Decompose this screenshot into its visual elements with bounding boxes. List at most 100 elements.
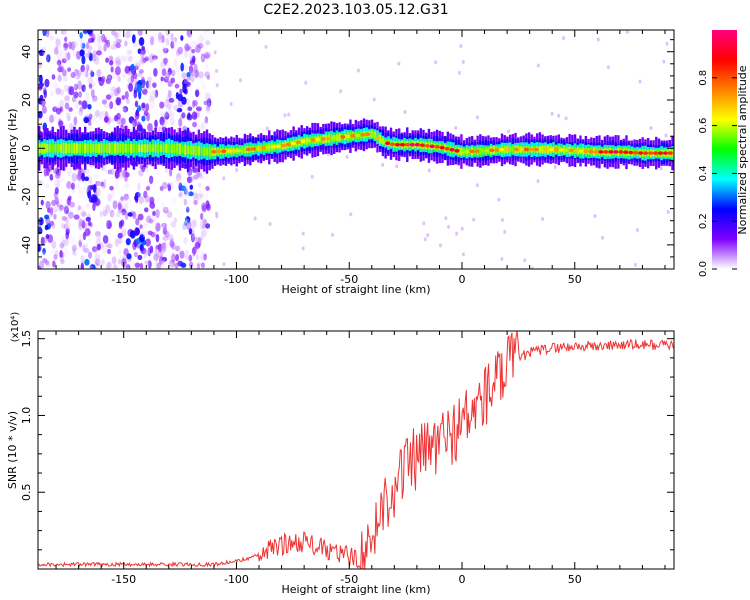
heatmap-cell <box>95 112 102 120</box>
heatmap-cell <box>118 249 122 255</box>
heatmap-cell <box>125 238 131 246</box>
heatmap-cell <box>46 54 51 63</box>
heatmap-cell <box>81 143 84 154</box>
heatmap-cell <box>148 95 155 103</box>
heatmap-cell <box>139 262 144 269</box>
heatmap-cell <box>543 147 549 152</box>
heatmap-cell <box>153 74 157 84</box>
heatmap-cell <box>195 44 201 53</box>
heatmap-cell <box>190 233 196 243</box>
heatmap-cell <box>184 190 190 198</box>
heatmap-cell <box>131 263 135 269</box>
heatmap-cell <box>107 248 111 255</box>
heatmap-cell <box>127 30 134 37</box>
heatmap-cell <box>83 187 90 193</box>
heatmap-cell <box>151 144 155 153</box>
heatmap-cell <box>119 211 124 219</box>
heatmap-cell <box>78 107 84 116</box>
heatmap-cell <box>479 149 485 153</box>
heatmap-cell <box>126 253 132 260</box>
x-tick-label: 0 <box>459 573 466 586</box>
heatmap-cell <box>106 264 112 269</box>
heatmap-cell <box>429 144 435 149</box>
heatmap-cell <box>64 102 70 110</box>
heatmap-cell <box>115 59 122 67</box>
heatmap-cell <box>79 38 83 43</box>
heatmap-cell <box>475 183 479 188</box>
heatmap-cell <box>105 57 110 63</box>
heatmap-cell <box>138 37 145 46</box>
heatmap-cell <box>77 206 84 213</box>
heatmap-cell <box>345 154 349 159</box>
heatmap-cell <box>197 174 204 180</box>
colorbar: 0.0 0.2 0.4 0.6 0.8 Normalized spectral ampl… <box>698 30 749 277</box>
heatmap-cell <box>192 145 195 155</box>
heatmap-cell <box>102 234 109 244</box>
heatmap-cell <box>81 42 86 49</box>
heatmap-cell <box>177 244 183 251</box>
heatmap-cell <box>63 250 67 257</box>
heatmap-cell <box>205 92 211 102</box>
heatmap-cell <box>84 70 89 78</box>
heatmap-cell <box>144 260 150 266</box>
heatmap-cell <box>638 151 644 155</box>
heatmap-cell <box>45 30 50 38</box>
heatmap-cell <box>99 224 104 234</box>
heatmap-cell <box>192 99 198 107</box>
heatmap-cell <box>64 95 70 102</box>
heatmap-cell <box>73 143 76 154</box>
heatmap-cell <box>199 192 204 198</box>
heatmap-cell <box>64 240 70 248</box>
heatmap-cell <box>444 216 448 221</box>
heatmap-cell <box>139 234 146 242</box>
heatmap-cell <box>84 47 90 56</box>
x-tick-label: -50 <box>340 573 358 586</box>
heatmap-cell <box>82 232 87 241</box>
heatmap-cell <box>142 175 148 182</box>
heatmap-cell <box>524 147 530 152</box>
heatmap-cell <box>117 92 121 99</box>
heatmap-cell <box>191 49 196 54</box>
heatmap-cell <box>56 99 63 106</box>
heatmap-cell <box>180 195 185 202</box>
heatmap-cell <box>186 30 193 38</box>
heatmap-cell <box>173 37 178 43</box>
heatmap-cell <box>105 204 111 214</box>
heatmap-cell <box>88 83 93 89</box>
heatmap-cell <box>201 211 207 221</box>
heatmap-cell <box>205 223 211 229</box>
heatmap-cell <box>69 255 74 264</box>
heatmap-cell <box>87 37 94 44</box>
heatmap-cell <box>370 132 376 137</box>
heatmap-cell <box>563 148 569 153</box>
heatmap-cell <box>145 238 151 247</box>
heatmap-cell <box>206 203 211 211</box>
heatmap-cell <box>55 107 62 115</box>
heatmap-cell <box>181 72 187 79</box>
heatmap-cell <box>145 103 150 112</box>
heatmap-cell <box>96 102 101 108</box>
heatmap-cell <box>161 249 167 256</box>
heatmap-cell <box>59 252 65 259</box>
heatmap-cell <box>128 100 134 110</box>
heatmap-cell <box>109 101 114 110</box>
heatmap-cell <box>44 224 49 231</box>
heatmap-cell <box>349 212 353 217</box>
heatmap-cell <box>175 177 181 185</box>
heatmap-cell <box>121 208 127 216</box>
heatmap-cell <box>78 218 83 227</box>
heatmap-cell <box>67 211 74 219</box>
heatmap-cell <box>494 148 500 152</box>
heatmap-cell <box>85 216 91 222</box>
heatmap-cell <box>153 103 159 113</box>
heatmap-cell <box>122 105 129 113</box>
heatmap-cell <box>63 242 68 251</box>
heatmap-cell <box>157 250 161 257</box>
heatmap-cell <box>84 258 90 266</box>
heatmap-cell <box>202 30 207 37</box>
snr-panel: -150 -100 -50 0 50 0.5 1.0 1.5 Height of straig… <box>6 312 675 596</box>
heatmap-cell <box>154 92 158 99</box>
heatmap-cell <box>122 193 128 202</box>
heatmap-cell <box>45 33 50 41</box>
heatmap-cell <box>139 164 144 170</box>
